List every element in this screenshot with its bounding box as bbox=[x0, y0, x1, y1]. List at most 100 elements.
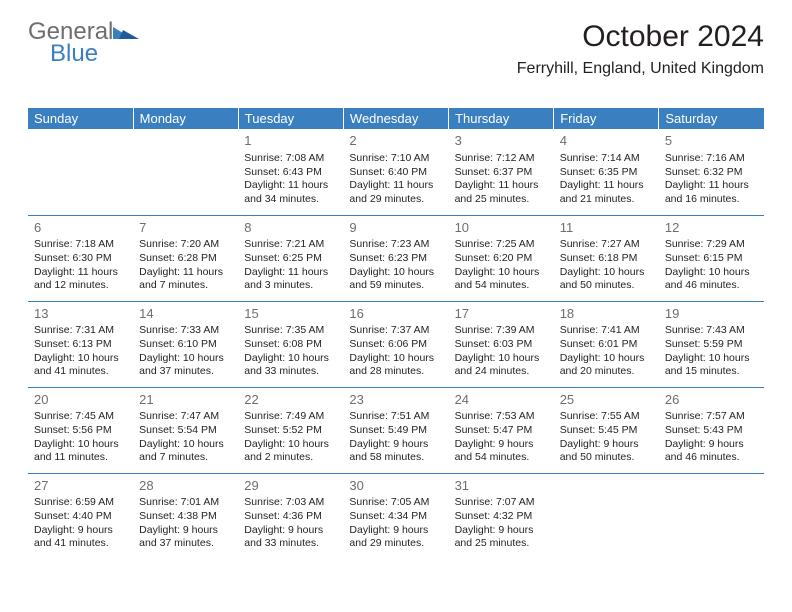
day-number: 1 bbox=[244, 133, 337, 150]
day-number: 17 bbox=[455, 306, 548, 323]
calendar-day-cell: 11Sunrise: 7:27 AMSunset: 6:18 PMDayligh… bbox=[554, 215, 659, 301]
daylight-text: Daylight: 9 hours bbox=[455, 524, 548, 538]
daylight-text: and 41 minutes. bbox=[34, 537, 127, 551]
calendar-day-cell: 25Sunrise: 7:55 AMSunset: 5:45 PMDayligh… bbox=[554, 387, 659, 473]
daylight-text: Daylight: 11 hours bbox=[139, 266, 232, 280]
day-number: 8 bbox=[244, 220, 337, 237]
daylight-text: Daylight: 11 hours bbox=[244, 266, 337, 280]
daylight-text: and 24 minutes. bbox=[455, 365, 548, 379]
sunset-text: Sunset: 5:47 PM bbox=[455, 424, 548, 438]
daylight-text: and 25 minutes. bbox=[455, 193, 548, 207]
sunrise-text: Sunrise: 7:14 AM bbox=[560, 152, 653, 166]
calendar-day-cell: 18Sunrise: 7:41 AMSunset: 6:01 PMDayligh… bbox=[554, 301, 659, 387]
brand-logo: General Blue bbox=[28, 20, 139, 66]
daylight-text: Daylight: 11 hours bbox=[560, 179, 653, 193]
calendar-day-cell: 17Sunrise: 7:39 AMSunset: 6:03 PMDayligh… bbox=[449, 301, 554, 387]
daylight-text: and 16 minutes. bbox=[665, 193, 758, 207]
daylight-text: Daylight: 9 hours bbox=[349, 438, 442, 452]
day-number: 10 bbox=[455, 220, 548, 237]
sunset-text: Sunset: 6:01 PM bbox=[560, 338, 653, 352]
daylight-text: Daylight: 9 hours bbox=[665, 438, 758, 452]
sunrise-text: Sunrise: 7:51 AM bbox=[349, 410, 442, 424]
calendar-day-cell: 4Sunrise: 7:14 AMSunset: 6:35 PMDaylight… bbox=[554, 129, 659, 215]
sunrise-text: Sunrise: 7:10 AM bbox=[349, 152, 442, 166]
day-number: 20 bbox=[34, 392, 127, 409]
sunset-text: Sunset: 4:40 PM bbox=[34, 510, 127, 524]
sunrise-text: Sunrise: 7:07 AM bbox=[455, 496, 548, 510]
daylight-text: and 46 minutes. bbox=[665, 451, 758, 465]
day-number: 15 bbox=[244, 306, 337, 323]
column-header: Sunday bbox=[28, 108, 133, 129]
daylight-text: and 28 minutes. bbox=[349, 365, 442, 379]
daylight-text: and 20 minutes. bbox=[560, 365, 653, 379]
column-header: Saturday bbox=[659, 108, 764, 129]
day-number: 24 bbox=[455, 392, 548, 409]
sunset-text: Sunset: 6:23 PM bbox=[349, 252, 442, 266]
calendar-day-cell: 5Sunrise: 7:16 AMSunset: 6:32 PMDaylight… bbox=[659, 129, 764, 215]
sunset-text: Sunset: 6:06 PM bbox=[349, 338, 442, 352]
sunset-text: Sunset: 6:43 PM bbox=[244, 166, 337, 180]
sunrise-text: Sunrise: 7:47 AM bbox=[139, 410, 232, 424]
sunrise-text: Sunrise: 7:45 AM bbox=[34, 410, 127, 424]
daylight-text: Daylight: 10 hours bbox=[560, 266, 653, 280]
sunrise-text: Sunrise: 7:55 AM bbox=[560, 410, 653, 424]
sunset-text: Sunset: 6:32 PM bbox=[665, 166, 758, 180]
daylight-text: Daylight: 10 hours bbox=[34, 352, 127, 366]
daylight-text: Daylight: 10 hours bbox=[560, 352, 653, 366]
day-number: 25 bbox=[560, 392, 653, 409]
daylight-text: and 25 minutes. bbox=[455, 537, 548, 551]
day-number: 13 bbox=[34, 306, 127, 323]
daylight-text: Daylight: 9 hours bbox=[349, 524, 442, 538]
sunrise-text: Sunrise: 7:21 AM bbox=[244, 238, 337, 252]
day-number: 31 bbox=[455, 478, 548, 495]
sunrise-text: Sunrise: 7:39 AM bbox=[455, 324, 548, 338]
day-number: 21 bbox=[139, 392, 232, 409]
daylight-text: Daylight: 10 hours bbox=[349, 352, 442, 366]
sunset-text: Sunset: 6:28 PM bbox=[139, 252, 232, 266]
daylight-text: Daylight: 10 hours bbox=[139, 438, 232, 452]
calendar-day-cell: 15Sunrise: 7:35 AMSunset: 6:08 PMDayligh… bbox=[238, 301, 343, 387]
daylight-text: Daylight: 10 hours bbox=[665, 352, 758, 366]
sunrise-text: Sunrise: 7:49 AM bbox=[244, 410, 337, 424]
sunset-text: Sunset: 6:18 PM bbox=[560, 252, 653, 266]
calendar-day-cell: 14Sunrise: 7:33 AMSunset: 6:10 PMDayligh… bbox=[133, 301, 238, 387]
sunrise-text: Sunrise: 7:33 AM bbox=[139, 324, 232, 338]
day-number: 28 bbox=[139, 478, 232, 495]
sunrise-text: Sunrise: 6:59 AM bbox=[34, 496, 127, 510]
month-title: October 2024 bbox=[517, 20, 764, 54]
sunrise-text: Sunrise: 7:53 AM bbox=[455, 410, 548, 424]
daylight-text: Daylight: 11 hours bbox=[665, 179, 758, 193]
day-number: 9 bbox=[349, 220, 442, 237]
daylight-text: Daylight: 10 hours bbox=[244, 352, 337, 366]
daylight-text: and 41 minutes. bbox=[34, 365, 127, 379]
sunrise-text: Sunrise: 7:27 AM bbox=[560, 238, 653, 252]
daylight-text: and 33 minutes. bbox=[244, 537, 337, 551]
daylight-text: Daylight: 10 hours bbox=[665, 266, 758, 280]
daylight-text: Daylight: 9 hours bbox=[139, 524, 232, 538]
sunset-text: Sunset: 6:40 PM bbox=[349, 166, 442, 180]
sunrise-text: Sunrise: 7:29 AM bbox=[665, 238, 758, 252]
daylight-text: and 58 minutes. bbox=[349, 451, 442, 465]
calendar-day-cell bbox=[659, 473, 764, 559]
calendar-day-cell: 31Sunrise: 7:07 AMSunset: 4:32 PMDayligh… bbox=[449, 473, 554, 559]
calendar-day-cell: 8Sunrise: 7:21 AMSunset: 6:25 PMDaylight… bbox=[238, 215, 343, 301]
calendar-day-cell: 24Sunrise: 7:53 AMSunset: 5:47 PMDayligh… bbox=[449, 387, 554, 473]
calendar-day-cell: 26Sunrise: 7:57 AMSunset: 5:43 PMDayligh… bbox=[659, 387, 764, 473]
sunrise-text: Sunrise: 7:37 AM bbox=[349, 324, 442, 338]
sunset-text: Sunset: 6:03 PM bbox=[455, 338, 548, 352]
sunset-text: Sunset: 5:45 PM bbox=[560, 424, 653, 438]
calendar-day-cell: 21Sunrise: 7:47 AMSunset: 5:54 PMDayligh… bbox=[133, 387, 238, 473]
daylight-text: Daylight: 9 hours bbox=[560, 438, 653, 452]
sunset-text: Sunset: 5:49 PM bbox=[349, 424, 442, 438]
daylight-text: and 7 minutes. bbox=[139, 451, 232, 465]
sunset-text: Sunset: 6:35 PM bbox=[560, 166, 653, 180]
day-number: 2 bbox=[349, 133, 442, 150]
day-number: 30 bbox=[349, 478, 442, 495]
daylight-text: and 29 minutes. bbox=[349, 193, 442, 207]
column-header: Friday bbox=[554, 108, 659, 129]
calendar-day-cell: 20Sunrise: 7:45 AMSunset: 5:56 PMDayligh… bbox=[28, 387, 133, 473]
sunset-text: Sunset: 6:15 PM bbox=[665, 252, 758, 266]
daylight-text: and 12 minutes. bbox=[34, 279, 127, 293]
sunrise-text: Sunrise: 7:20 AM bbox=[139, 238, 232, 252]
column-header: Tuesday bbox=[238, 108, 343, 129]
